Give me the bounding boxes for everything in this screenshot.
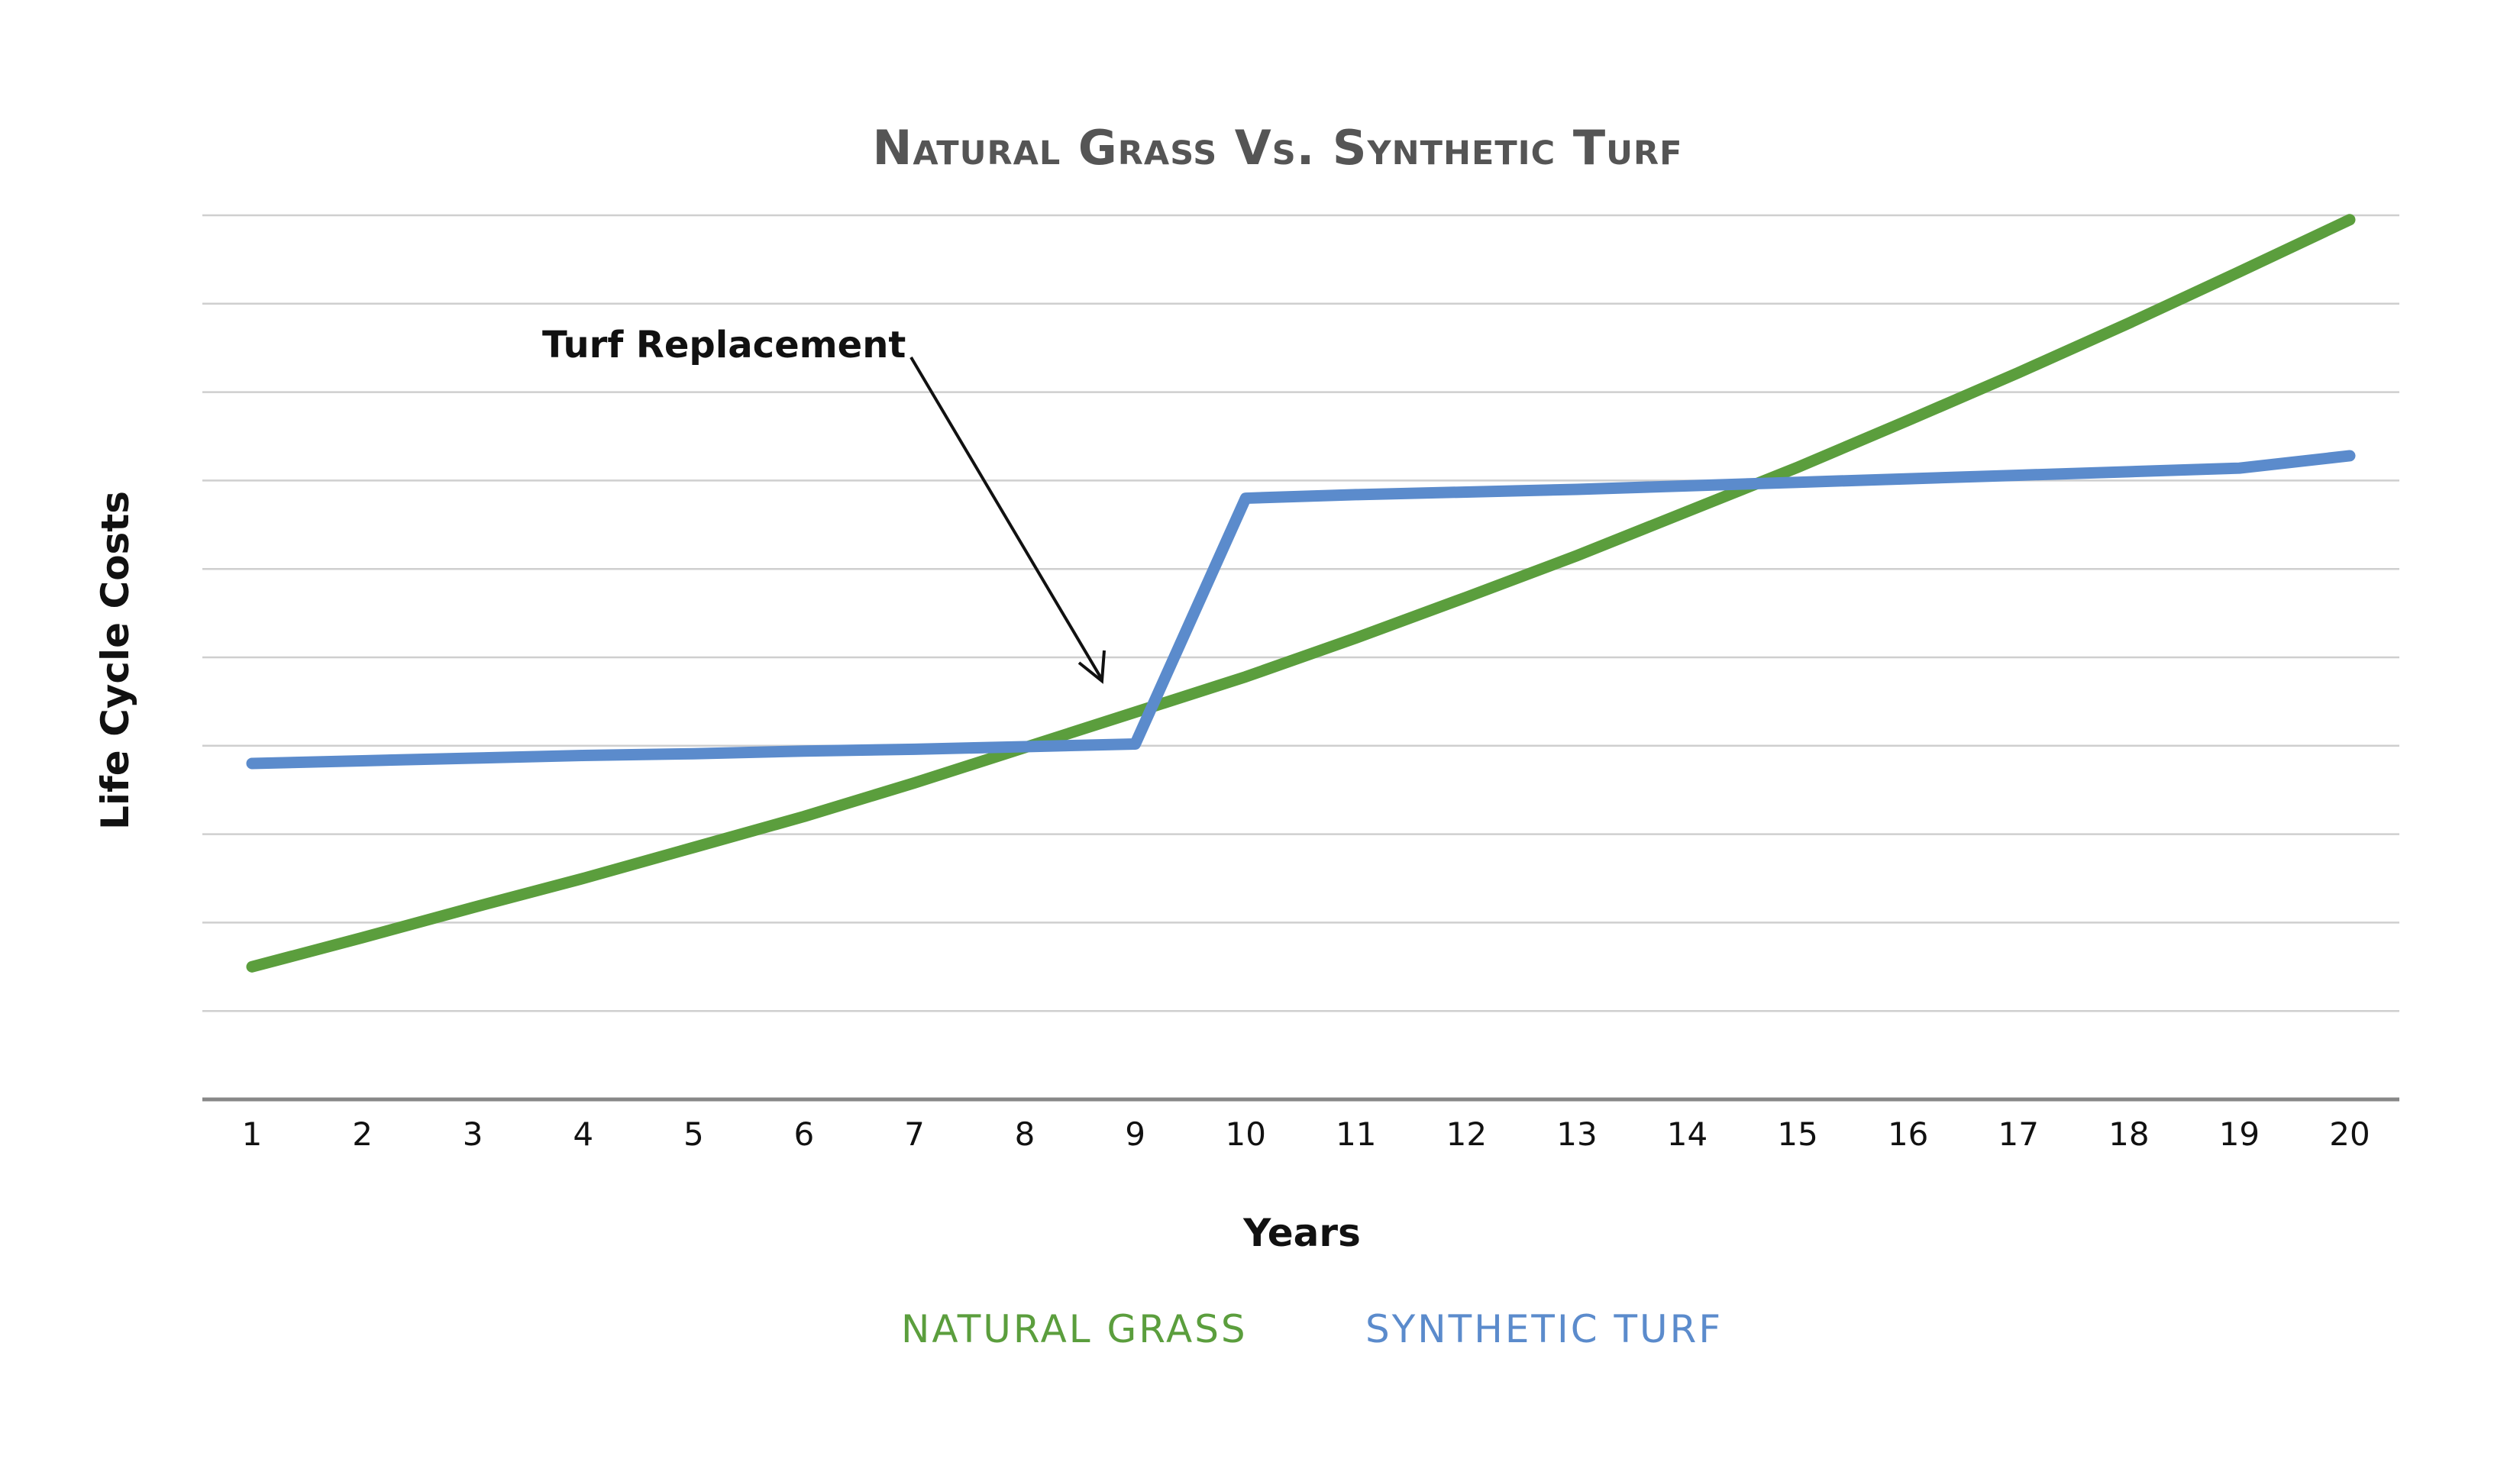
- x-tick-label: 15: [1777, 1115, 1817, 1153]
- x-tick-label: 13: [1556, 1115, 1597, 1153]
- annotation: Turf Replacement: [542, 324, 1106, 684]
- series-lines: [246, 214, 2356, 973]
- x-tick-label: 6: [794, 1115, 815, 1153]
- chart-title: Natural Grass Vs. Synthetic Turf: [872, 120, 1682, 176]
- x-tick-label: 2: [352, 1115, 373, 1153]
- legend: NATURAL GRASS SYNTHETIC TURF: [901, 1307, 1723, 1351]
- gridlines: [202, 214, 2399, 1102]
- x-tick-label: 1: [242, 1115, 263, 1153]
- x-tick-label: 14: [1667, 1115, 1707, 1153]
- x-tick-label: 16: [1888, 1115, 1928, 1153]
- annotation-arrow: [909, 356, 1103, 681]
- x-tick-label: 20: [2329, 1115, 2370, 1153]
- x-tick-label: 17: [1998, 1115, 2039, 1153]
- annotation-turf-replacement: Turf Replacement: [542, 324, 906, 366]
- x-tick-label: 7: [904, 1115, 925, 1153]
- annotation-arrowhead: [1077, 650, 1106, 684]
- x-tick-label: 8: [1015, 1115, 1035, 1153]
- legend-item-natural-grass: NATURAL GRASS: [901, 1307, 1248, 1351]
- x-tick-label: 18: [2108, 1115, 2149, 1153]
- legend-item-synthetic-turf: SYNTHETIC TURF: [1365, 1307, 1723, 1351]
- x-tick-label: 19: [2219, 1115, 2260, 1153]
- x-tick-label: 11: [1336, 1115, 1376, 1153]
- y-axis-title: Life Cycle Costs: [93, 491, 137, 830]
- x-tick-label: 4: [573, 1115, 593, 1153]
- x-axis-title: Years: [1242, 1211, 1361, 1255]
- x-tick-labels: 1 2 3 4 5 6 7 8 9 10 11 12 13 14 15 16 17 18 19 20: [242, 1115, 2370, 1153]
- x-tick-label: 12: [1446, 1115, 1487, 1153]
- series-line-natural-grass: [246, 214, 2356, 973]
- series-line-synthetic-turf: [246, 450, 2356, 770]
- x-tick-label: 3: [463, 1115, 483, 1153]
- x-tick-label: 10: [1225, 1115, 1265, 1153]
- x-tick-label: 9: [1125, 1115, 1145, 1153]
- x-tick-label: 5: [683, 1115, 704, 1153]
